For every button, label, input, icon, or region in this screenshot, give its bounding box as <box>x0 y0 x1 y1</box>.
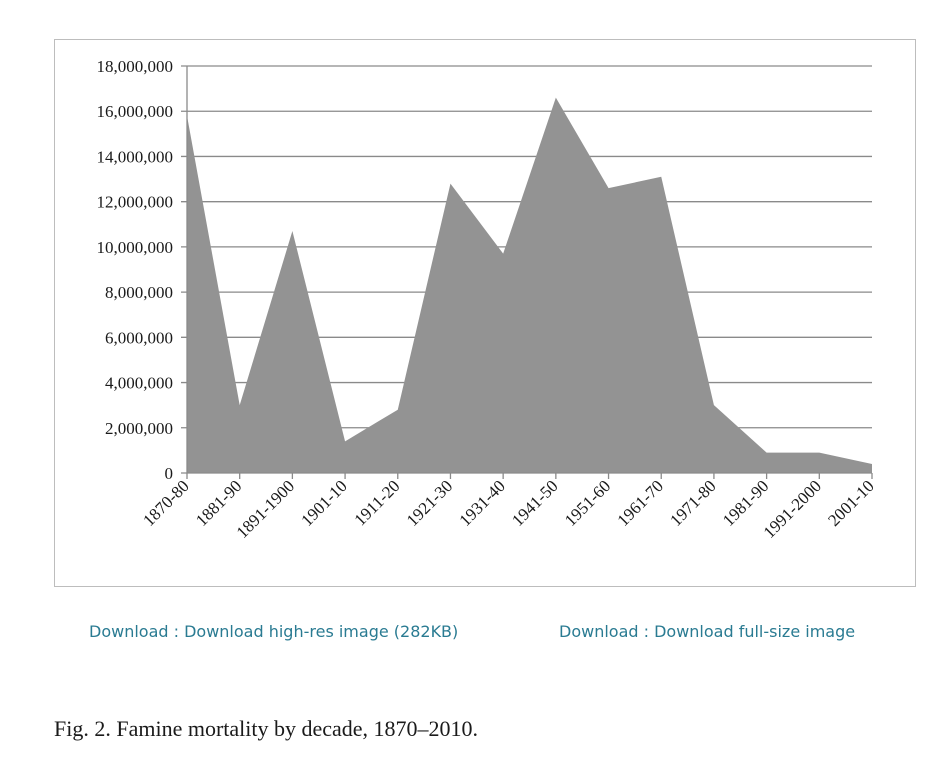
y-tick-label: 10,000,000 <box>97 238 174 257</box>
y-tick-label: 0 <box>165 464 174 483</box>
x-tick-label: 1991-2000 <box>760 476 826 542</box>
y-tick-label: 2,000,000 <box>105 419 173 438</box>
x-tick-label: 1931-40 <box>455 476 509 530</box>
download-high-res-link[interactable]: Download : Download high-res image (282K… <box>89 622 459 641</box>
x-tick-label: 1881-90 <box>192 476 246 530</box>
x-tick-label: 1981-90 <box>719 476 773 530</box>
y-tick-label: 16,000,000 <box>97 102 174 121</box>
y-tick-label: 14,000,000 <box>97 147 174 166</box>
y-tick-labels: 0 2,000,000 4,000,000 6,000,000 8,000,000 10,… <box>97 57 174 483</box>
y-tick-label: 18,000,000 <box>97 57 174 76</box>
famine-mortality-area-chart: 0 2,000,000 4,000,000 6,000,000 8,000,000 10,… <box>97 57 878 542</box>
y-tick-label: 6,000,000 <box>105 328 173 347</box>
x-tick-label: 2001-10 <box>824 476 878 530</box>
figure-caption: Fig. 2. Famine mortality by decade, 1870… <box>54 716 479 741</box>
x-tick-label: 1951-60 <box>561 476 615 530</box>
y-tick-label: 4,000,000 <box>105 374 173 393</box>
area-series-fill <box>187 97 872 474</box>
y-tick-label: 12,000,000 <box>97 193 174 212</box>
x-tick-label: 1891-1900 <box>233 476 299 542</box>
x-tick-label: 1971-80 <box>666 476 720 530</box>
x-tick-label: 1961-70 <box>614 476 668 530</box>
chart-frame: 0 2,000,000 4,000,000 6,000,000 8,000,000 10,… <box>54 39 916 587</box>
download-full-size-link[interactable]: Download : Download full-size image <box>559 622 856 641</box>
x-tick-label: 1911-20 <box>351 476 404 529</box>
y-tick-label: 8,000,000 <box>105 283 173 302</box>
download-links: Download : Download high-res image (282K… <box>0 622 938 648</box>
x-tick-label: 1901-10 <box>297 476 351 530</box>
x-tick-label: 1870-80 <box>139 476 193 530</box>
x-tick-label: 1921-30 <box>403 476 457 530</box>
axes <box>181 66 873 479</box>
x-tick-label: 1941-50 <box>508 476 562 530</box>
area-series <box>187 97 872 474</box>
